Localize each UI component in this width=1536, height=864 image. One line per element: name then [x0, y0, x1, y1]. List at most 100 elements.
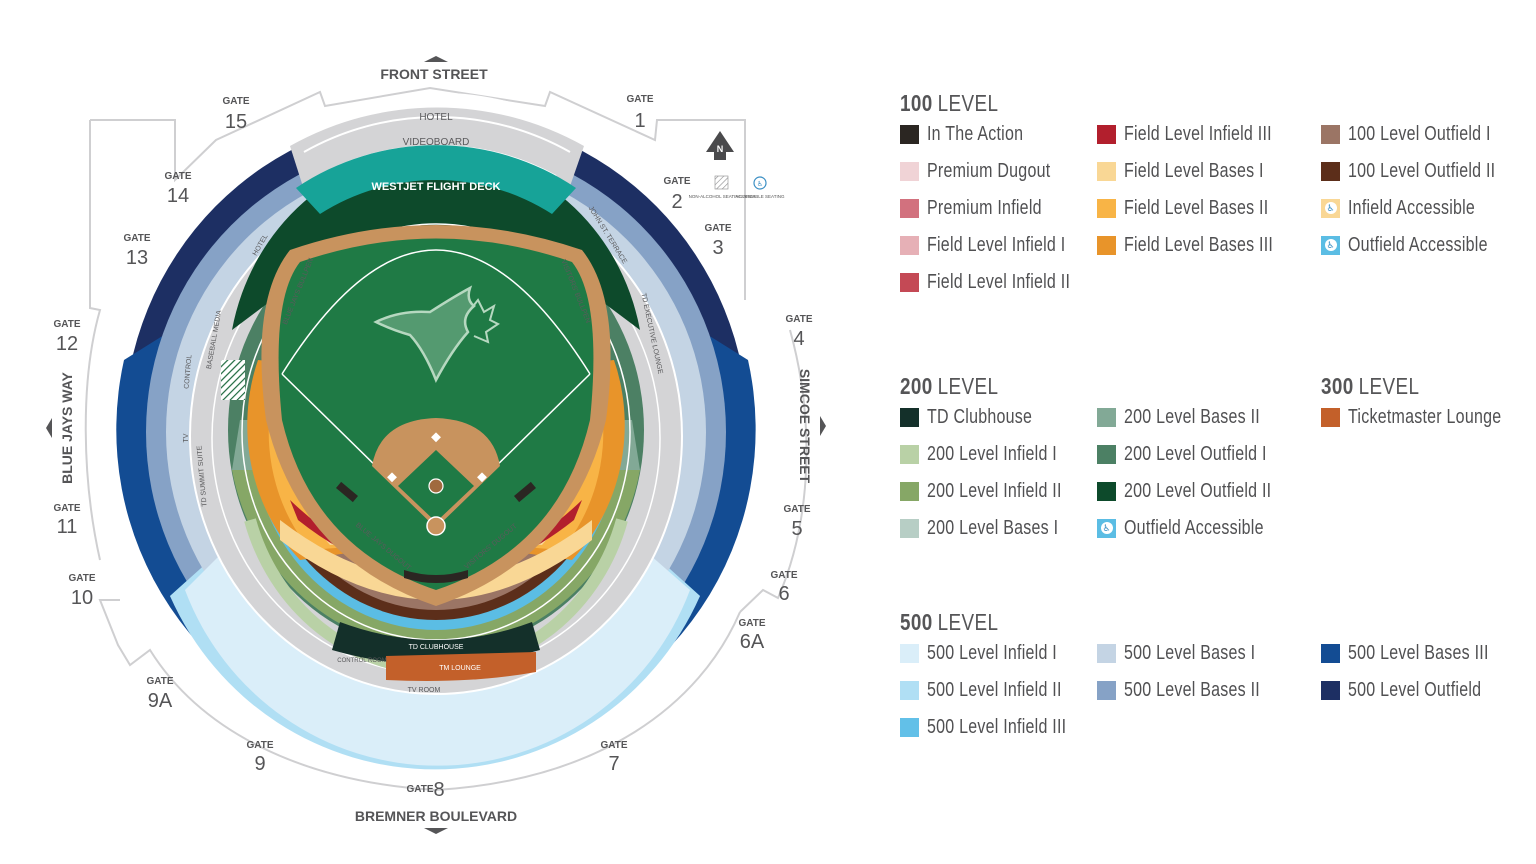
svg-text:GATE: GATE: [146, 676, 173, 687]
arrow-south-icon: [424, 828, 448, 834]
level-200-heading: 200 LEVEL: [900, 373, 999, 399]
swatch-icon: [900, 124, 919, 144]
legend-item-500-level-outfield[interactable]: 500 Level Outfield: [1321, 679, 1515, 701]
control-room-label: CONTROL ROOM: [337, 658, 386, 664]
stadium-seating-map: HOTEL VIDEOBOARD WESTJET FLIGHT DECK TD …: [46, 56, 826, 834]
swatch-icon: [900, 481, 919, 501]
svg-text:GATE: GATE: [53, 503, 80, 514]
gate-3: GATE 3: [704, 223, 731, 259]
wheelchair-icon: ♿: [1097, 518, 1116, 538]
legend-item-ticketmaster-lounge[interactable]: Ticketmaster Lounge: [1321, 406, 1536, 428]
svg-text:12: 12: [56, 333, 78, 355]
svg-text:8: 8: [433, 779, 444, 801]
non-alcohol-swatch-icon: [714, 175, 729, 190]
svg-text:10: 10: [71, 587, 93, 609]
videoboard-label: VIDEOBOARD: [403, 137, 470, 148]
svg-text:GATE: GATE: [406, 784, 433, 795]
legend-item-in-the-action[interactable]: In The Action: [900, 123, 1047, 145]
gate-6: GATE 6: [770, 570, 797, 605]
tv-room-label: TV ROOM: [408, 687, 441, 694]
legend-item-field-level-infield-1[interactable]: Field Level Infield I: [900, 234, 1100, 256]
svg-text:GATE: GATE: [738, 618, 765, 629]
swatch-icon: [1097, 198, 1116, 218]
svg-text:GATE: GATE: [164, 171, 191, 182]
gate-14: GATE 14: [164, 171, 191, 207]
svg-text:13: 13: [126, 247, 148, 269]
swatch-icon: [1097, 407, 1116, 427]
map-key: N NON-ALCOHOL SEATING AREA ♿ ACCESSIBLE …: [689, 131, 785, 199]
svg-text:15: 15: [225, 111, 247, 133]
tv-label: TV: [183, 433, 190, 442]
swatch-icon: [900, 518, 919, 538]
legend-item-field-level-bases-2[interactable]: Field Level Bases II: [1097, 197, 1305, 219]
arrow-north-icon: [424, 56, 448, 62]
td-clubhouse-label: TD CLUBHOUSE: [409, 644, 464, 651]
swatch-icon: [1321, 680, 1340, 700]
gate-9: GATE 9: [246, 740, 273, 775]
gate-13: GATE 13: [123, 233, 150, 269]
accessible-seating-icon: [753, 176, 767, 190]
hotel-label: HOTEL: [419, 112, 453, 123]
street-west: BLUE JAYS WAY: [59, 371, 75, 483]
level-500-heading: 500 LEVEL: [900, 609, 999, 635]
legend-item-500-level-infield-1[interactable]: 500 Level Infield I: [900, 642, 1089, 664]
blue-jays-logo-icon: [373, 285, 500, 383]
svg-text:GATE: GATE: [785, 314, 812, 325]
legend-item-field-level-infield-2[interactable]: Field Level Infield II: [900, 271, 1106, 293]
control-label: CONTROL: [184, 354, 194, 389]
svg-text:GATE: GATE: [68, 573, 95, 584]
swatch-icon: [1321, 161, 1340, 181]
svg-text:ACCESSIBLE SEATING: ACCESSIBLE SEATING: [736, 194, 785, 199]
swatch-icon: [900, 680, 919, 700]
legend-item-outfield-accessible[interactable]: ♿ Outfield Accessible: [1321, 234, 1523, 256]
gate-15: GATE 15: [222, 96, 249, 133]
legend-item-500-level-bases-3[interactable]: 500 Level Bases III: [1321, 642, 1524, 664]
legend-item-td-clubhouse[interactable]: TD Clubhouse: [900, 406, 1058, 428]
legend-item-200-level-bases-1[interactable]: 200 Level Bases I: [900, 517, 1091, 539]
legend-item-200-level-infield-1[interactable]: 200 Level Infield I: [900, 443, 1089, 465]
swatch-icon: [900, 407, 919, 427]
legend-item-200-outfield-accessible[interactable]: ♿ Outfield Accessible: [1097, 517, 1299, 539]
legend-item-100-level-outfield-2[interactable]: 100 Level Outfield II: [1321, 160, 1532, 182]
legend-item-field-level-infield-3[interactable]: Field Level Infield III: [1097, 123, 1309, 145]
swatch-icon: [1097, 481, 1116, 501]
legend-item-100-level-outfield-1[interactable]: 100 Level Outfield I: [1321, 123, 1526, 145]
svg-text:GATE: GATE: [222, 96, 249, 107]
svg-text:6A: 6A: [740, 631, 765, 653]
svg-text:9: 9: [254, 753, 265, 775]
svg-text:GATE: GATE: [704, 223, 731, 234]
svg-text:14: 14: [167, 185, 189, 207]
legend-item-infield-accessible[interactable]: ♿ Infield Accessible: [1321, 197, 1507, 219]
legend-item-200-level-infield-2[interactable]: 200 Level Infield II: [900, 480, 1095, 502]
legend-item-500-level-infield-2[interactable]: 500 Level Infield II: [900, 679, 1095, 701]
legend-item-200-level-bases-2[interactable]: 200 Level Bases II: [1097, 406, 1294, 428]
legend-item-500-level-bases-2[interactable]: 500 Level Bases II: [1097, 679, 1294, 701]
svg-text:GATE: GATE: [53, 319, 80, 330]
legend-item-field-level-bases-3[interactable]: Field Level Bases III: [1097, 234, 1310, 256]
swatch-icon: [900, 235, 919, 255]
legend-item-premium-dugout[interactable]: Premium Dugout: [900, 160, 1081, 182]
svg-text:5: 5: [791, 518, 802, 540]
gate-6a: GATE 6A: [738, 618, 765, 653]
street-east: SIMCOE STREET: [797, 369, 813, 484]
svg-text:7: 7: [608, 753, 619, 775]
arrow-west-icon: [46, 418, 52, 438]
swatch-icon: [1321, 643, 1340, 663]
svg-text:♿: ♿: [757, 180, 763, 188]
svg-text:1: 1: [634, 110, 645, 132]
legend-item-500-level-bases-1[interactable]: 500 Level Bases I: [1097, 642, 1288, 664]
svg-text:N: N: [717, 144, 724, 154]
gate-9a: GATE 9A: [146, 676, 173, 712]
wheelchair-icon: ♿: [1321, 198, 1340, 218]
legend-item-200-level-outfield-2[interactable]: 200 Level Outfield II: [1097, 480, 1308, 502]
svg-text:GATE: GATE: [246, 740, 273, 751]
legend-item-200-level-outfield-1[interactable]: 200 Level Outfield I: [1097, 443, 1302, 465]
svg-text:GATE: GATE: [770, 570, 797, 581]
gate-8: GATE 8: [406, 779, 444, 801]
svg-text:9A: 9A: [148, 690, 173, 712]
svg-text:4: 4: [793, 328, 804, 350]
legend-item-500-level-infield-3[interactable]: 500 Level Infield III: [900, 716, 1101, 738]
swatch-icon: [1097, 161, 1116, 181]
legend-item-premium-infield[interactable]: Premium Infield: [900, 197, 1070, 219]
legend-item-field-level-bases-1[interactable]: Field Level Bases I: [1097, 160, 1299, 182]
